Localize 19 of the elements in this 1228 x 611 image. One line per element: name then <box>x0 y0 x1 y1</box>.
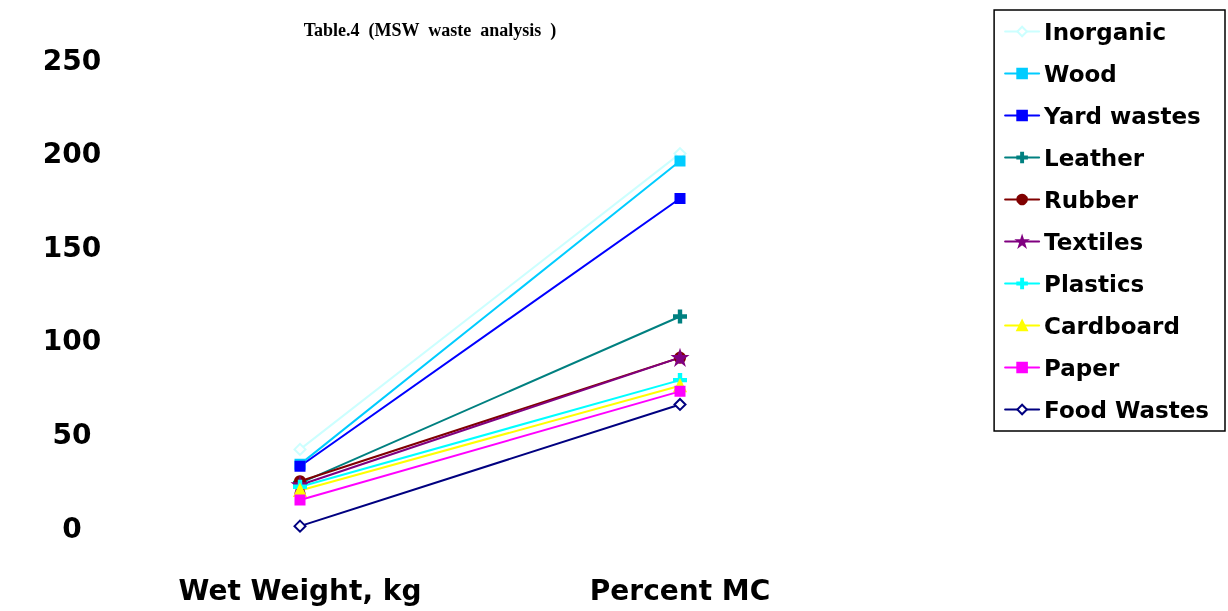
legend-label: Leather <box>1044 144 1145 171</box>
legend-label: Rubber <box>1044 186 1139 213</box>
x-tick-label: Wet Weight, kg <box>178 573 422 607</box>
legend-label: Plastics <box>1044 270 1145 297</box>
y-tick-label: 150 <box>42 230 102 264</box>
y-tick-label: 250 <box>42 43 102 77</box>
y-tick-label: 100 <box>42 324 102 358</box>
legend-label: Food Wastes <box>1044 396 1210 423</box>
legend-label: Textiles <box>1044 228 1144 255</box>
x-tick-label: Percent MC <box>589 573 771 607</box>
legend-label: Wood <box>1044 60 1117 87</box>
y-tick-label: 200 <box>42 137 102 171</box>
chart-title: Table.4 (MSW waste analysis ) <box>303 20 557 41</box>
legend-label: Paper <box>1044 354 1120 381</box>
legend-label: Yard wastes <box>1043 102 1201 129</box>
y-tick-label: 50 <box>52 417 92 451</box>
y-tick-label: 0 <box>62 511 82 545</box>
legend-label: Inorganic <box>1044 18 1167 45</box>
legend-label: Cardboard <box>1044 312 1180 339</box>
